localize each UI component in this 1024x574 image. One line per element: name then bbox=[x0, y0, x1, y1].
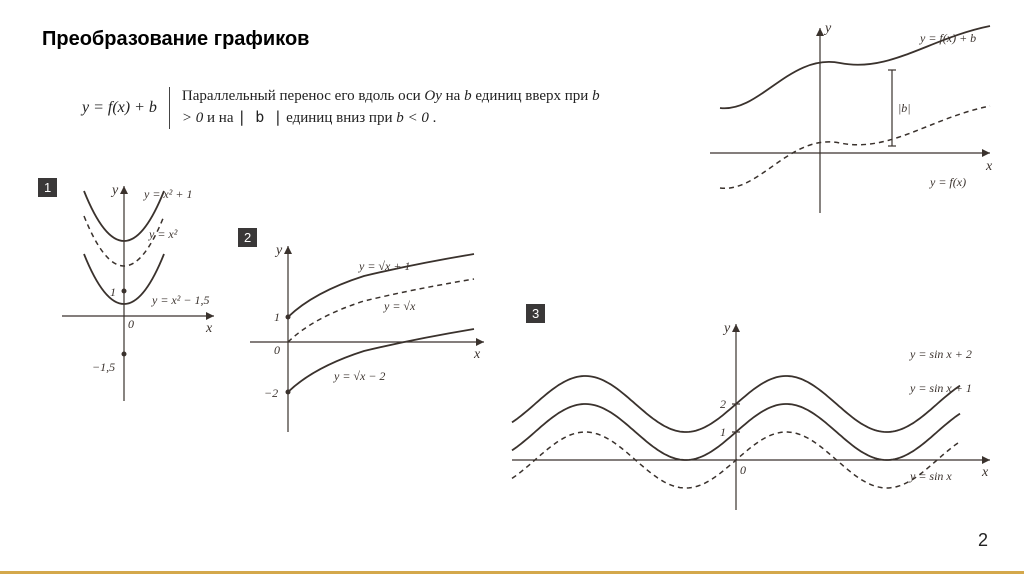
curve-label: y = f(x) bbox=[929, 175, 966, 189]
ytick-label: 1 bbox=[110, 285, 116, 299]
ytick-label: −1,5 bbox=[92, 360, 115, 374]
formula-description: Параллельный перенос его вдоль оси Oy на… bbox=[182, 86, 602, 129]
page-number: 2 bbox=[978, 530, 988, 551]
chart-2: 2 y x 0 1 −2 y = √x + 1 y = √x y = √x − … bbox=[244, 232, 494, 442]
top-chart: y x |b| y = f(x) + b y = f(x) bbox=[690, 18, 1000, 218]
shift-label: |b| bbox=[898, 101, 911, 115]
y-axis-label: y bbox=[722, 321, 731, 336]
formula-text: на bbox=[446, 88, 464, 104]
chart-badge: 3 bbox=[526, 304, 545, 323]
page-title: Преобразование графиков bbox=[42, 28, 309, 51]
curve-label: y = √x − 2 bbox=[333, 369, 385, 383]
y-axis-label: y bbox=[823, 21, 832, 36]
x-axis-label: x bbox=[205, 321, 213, 336]
origin-label: 0 bbox=[128, 317, 134, 331]
formula-text: Параллельный перенос его вдоль оси bbox=[182, 88, 424, 104]
y-axis-label: y bbox=[110, 183, 119, 198]
ytick-label: −2 bbox=[264, 386, 278, 400]
ytick-label: 2 bbox=[720, 397, 726, 411]
chart-1: 1 y x 0 1 −1,5 y = x² + 1 y = x² y = x² … bbox=[54, 176, 224, 406]
curve-label: y = sin x + 2 bbox=[909, 347, 972, 361]
origin-label: 0 bbox=[274, 343, 280, 357]
formula-text: единиц вниз при bbox=[286, 110, 396, 126]
x-axis-label: x bbox=[985, 159, 993, 174]
curve-label: y = √x bbox=[383, 299, 416, 313]
curve-label: y = x² + 1 bbox=[143, 187, 192, 201]
origin-label: 0 bbox=[740, 463, 746, 477]
formula-text: . bbox=[433, 110, 437, 126]
formula-text: единиц вверх при bbox=[475, 88, 592, 104]
formula-abs-b: | b | bbox=[237, 108, 282, 126]
chart-badge: 2 bbox=[238, 228, 257, 247]
formula-axis: Oy bbox=[424, 88, 442, 104]
ytick-label: 1 bbox=[720, 425, 726, 439]
formula-text: и на bbox=[207, 110, 237, 126]
curve-label: y = f(x) + b bbox=[919, 31, 976, 45]
curve-label: y = sin x + 1 bbox=[909, 381, 972, 395]
curve-label: y = √x + 1 bbox=[358, 259, 410, 273]
curve-label: y = x² bbox=[148, 227, 178, 241]
x-axis-label: x bbox=[981, 465, 989, 480]
formula-cond-neg: b < 0 bbox=[396, 110, 429, 126]
y-axis-label: y bbox=[274, 243, 283, 258]
formula-var-b: b bbox=[464, 88, 472, 104]
chart-badge: 1 bbox=[38, 178, 57, 197]
curve-label: y = x² − 1,5 bbox=[151, 293, 209, 307]
formula-row: y = f(x) + b Параллельный перенос его вд… bbox=[82, 86, 602, 129]
formula-divider bbox=[169, 87, 170, 129]
formula-left: y = f(x) + b bbox=[82, 99, 157, 117]
x-axis-label: x bbox=[473, 347, 481, 362]
chart-3: 3 y x 0 1 2 y = sin x + 2 y = sin x + 1 … bbox=[510, 310, 1000, 520]
ytick-label: 1 bbox=[274, 310, 280, 324]
curve-label: y = sin x bbox=[909, 469, 952, 483]
